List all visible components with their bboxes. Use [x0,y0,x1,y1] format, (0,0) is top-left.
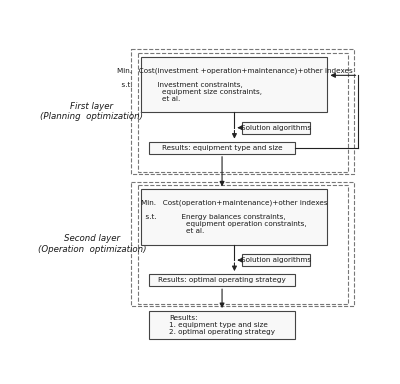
Text: Min.   Cost(investment +operation+maintenance)+other indexes

  s.t.           I: Min. Cost(investment +operation+maintena… [116,67,352,102]
FancyBboxPatch shape [142,189,328,245]
Bar [131,49,354,174]
Bar [131,182,354,306]
Text: Results: equipment type and size: Results: equipment type and size [162,145,282,151]
Text: Results:
1. equipment type and size
2. optimal operating strategy: Results: 1. equipment type and size 2. o… [169,315,275,335]
Text: Min.   Cost(operation+maintenance)+other indexes

  s.t.           Energy balanc: Min. Cost(operation+maintenance)+other i… [141,200,328,234]
Text: Solution algorithms: Solution algorithms [241,125,311,131]
Text: Solution algorithms: Solution algorithms [241,257,311,263]
Text: First layer
(Planning  optimization): First layer (Planning optimization) [40,102,143,121]
FancyBboxPatch shape [142,57,328,112]
FancyBboxPatch shape [242,122,310,134]
Text: Results: optimal operating strategy: Results: optimal operating strategy [158,277,286,283]
FancyBboxPatch shape [149,274,295,286]
Bar [138,53,348,172]
FancyBboxPatch shape [242,254,310,266]
Text: Second layer
(Operation  optimization): Second layer (Operation optimization) [38,234,146,254]
Bar [138,185,348,304]
FancyBboxPatch shape [149,311,295,339]
FancyBboxPatch shape [149,142,295,154]
